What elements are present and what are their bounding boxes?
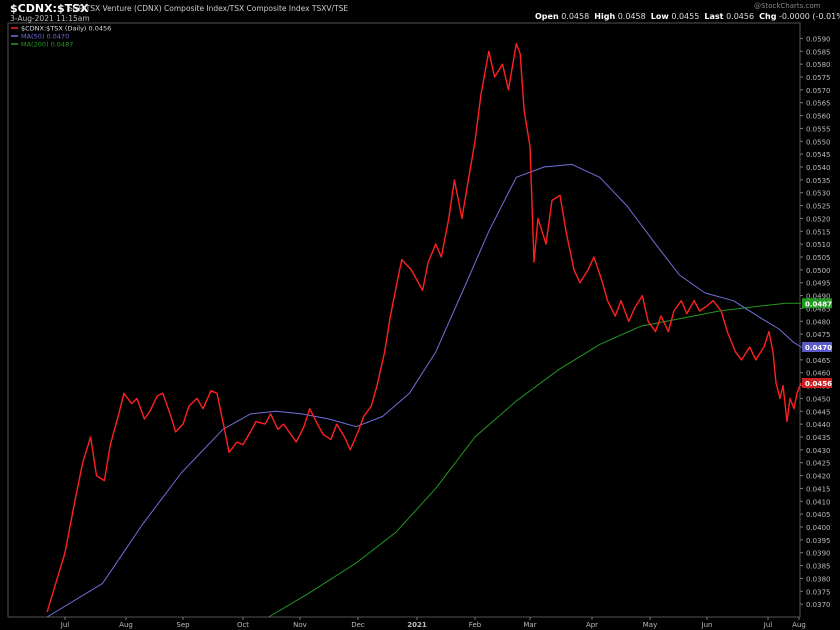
- y-tick-label: 0.0465: [806, 357, 831, 365]
- y-tick-label: 0.0530: [806, 190, 831, 198]
- y-tick-label: 0.0545: [806, 151, 831, 159]
- y-tick-label: 0.0575: [806, 74, 831, 82]
- x-tick-label: Oct: [237, 621, 249, 629]
- y-tick-label: 0.0590: [806, 35, 831, 43]
- y-tick-label: 0.0420: [806, 473, 831, 481]
- chart-symbol: $CDNX:$TSX: [10, 2, 89, 15]
- y-tick-label: 0.0425: [806, 460, 831, 468]
- y-tick-label: 0.0405: [806, 511, 831, 519]
- last-value-tag-label: 0.0470: [805, 344, 832, 352]
- y-tick-label: 0.0495: [806, 280, 831, 288]
- y-tick-label: 0.0475: [806, 331, 831, 339]
- x-axis: Jul Aug Sep Oct Nov Dec 2021 Feb Mar Apr May Jun Jul…: [60, 617, 806, 629]
- y-tick-label: 0.0550: [806, 138, 831, 146]
- y-tick-label: 0.0490: [806, 293, 831, 301]
- last-value-tag: 0.0456: [802, 378, 832, 388]
- legend-label: $CDNX:$TSX (Daily) 0.0456: [21, 25, 111, 33]
- last-value-tag-label: 0.0456: [805, 380, 832, 388]
- y-tick-label: 0.0520: [806, 215, 831, 223]
- x-tick-label: Sep: [176, 621, 190, 629]
- chg-label: Chg: [759, 12, 777, 21]
- y-tick-label: 0.0565: [806, 100, 831, 108]
- last-value-tag: 0.0487: [802, 298, 832, 309]
- last-label: Last: [704, 12, 724, 21]
- y-tick-label: 0.0460: [806, 370, 831, 378]
- y-tick-label: 0.0505: [806, 254, 831, 262]
- x-tick-label: Aug: [792, 621, 806, 629]
- y-tick-label: 0.0415: [806, 485, 831, 493]
- chart-description: S&P/TSX Venture (CDNX) Composite Index/T…: [68, 4, 349, 13]
- series-line-ma-200-: [268, 302, 801, 618]
- y-tick-label: 0.0395: [806, 537, 831, 545]
- open-label: Open: [535, 12, 559, 21]
- x-tick-label: Aug: [119, 621, 133, 629]
- y-tick-label: 0.0445: [806, 408, 831, 416]
- high-value: 0.0458: [617, 12, 646, 21]
- x-tick-label: Jul: [60, 621, 70, 629]
- y-tick-label: 0.0400: [806, 524, 831, 532]
- high-label: High: [594, 12, 616, 21]
- y-tick-label: 0.0385: [806, 563, 831, 571]
- y-tick-label: 0.0535: [806, 177, 831, 185]
- x-tick-label: Dec: [351, 621, 365, 629]
- legend-item: $CDNX:$TSX (Daily) 0.0456: [11, 25, 111, 33]
- y-tick-label: 0.0440: [806, 421, 831, 429]
- stockcharts-watermark: @StockCharts.com: [754, 2, 821, 10]
- y-tick-label: 0.0410: [806, 498, 831, 506]
- last-value-tag-bg: [802, 342, 832, 352]
- last-value-tags: 0.0487 0.0470 0.0456: [802, 298, 832, 388]
- x-tick-label: Nov: [293, 621, 307, 629]
- x-tick-label: Feb: [469, 621, 482, 629]
- x-tick-label: Apr: [586, 621, 598, 629]
- y-tick-label: 0.0430: [806, 447, 831, 455]
- legend-item: MA(200) 0.0487: [11, 41, 73, 49]
- y-tick-label: 0.0560: [806, 113, 831, 121]
- x-tick-label: 2021: [407, 621, 427, 629]
- x-tick-label: Mar: [523, 621, 536, 629]
- last-value-tag: 0.0470: [802, 342, 832, 352]
- y-tick-label: 0.0585: [806, 48, 831, 56]
- y-tick-label: 0.0375: [806, 588, 831, 596]
- series-line--cdnx-tsx-daily-: [46, 42, 802, 613]
- last-value-tag-bg: [802, 298, 832, 309]
- y-tick-label: 0.0450: [806, 395, 831, 403]
- plot-area: [7, 22, 801, 618]
- open-value: 0.0458: [561, 12, 590, 21]
- chg-value: -0.0000 (-0.01%): [779, 12, 840, 21]
- y-tick-label: 0.0480: [806, 318, 831, 326]
- ohlc-readout: Open 0.0458 High 0.0458 Low 0.0455 Last …: [535, 12, 840, 21]
- y-tick-label: 0.0540: [806, 164, 831, 172]
- last-value-tag-label: 0.0487: [805, 300, 832, 308]
- chart-timestamp: 3-Aug-2021 11:15am: [10, 14, 90, 23]
- y-tick-label: 0.0485: [806, 305, 831, 313]
- y-tick-label: 0.0570: [806, 87, 831, 95]
- low-value: 0.0455: [671, 12, 700, 21]
- y-tick-label: 0.0370: [806, 601, 831, 609]
- legend-label: MA(50) 0.0470: [21, 33, 69, 41]
- x-tick-label: Jun: [701, 621, 713, 629]
- y-tick-label: 0.0500: [806, 267, 831, 275]
- y-tick-label: 0.0435: [806, 434, 831, 442]
- legend-label: MA(200) 0.0487: [21, 41, 73, 49]
- last-value: 0.0456: [726, 12, 755, 21]
- series-lines: [46, 42, 802, 618]
- series-line-ma-50-: [46, 163, 802, 618]
- last-value-tag-bg: [802, 378, 832, 388]
- legend-item: MA(50) 0.0470: [11, 33, 69, 41]
- y-tick-label: 0.0525: [806, 203, 831, 211]
- x-tick-label: May: [643, 621, 657, 629]
- low-label: Low: [650, 12, 669, 21]
- y-axis: 0.0590 0.0585 0.0580 0.0575 0.0570 0.0565 0.05…: [800, 35, 831, 609]
- y-tick-label: 0.0510: [806, 241, 831, 249]
- x-tick-label: Jul: [763, 621, 773, 629]
- y-tick-label: 0.0380: [806, 575, 831, 583]
- y-tick-label: 0.0390: [806, 550, 831, 558]
- y-tick-label: 0.0515: [806, 228, 831, 236]
- y-tick-label: 0.0555: [806, 125, 831, 133]
- y-tick-label: 0.0580: [806, 61, 831, 69]
